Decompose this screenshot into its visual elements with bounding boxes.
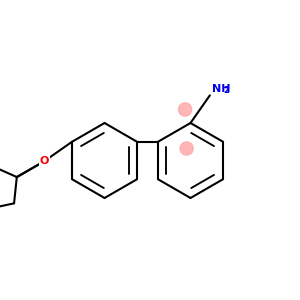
Text: NH: NH [212,84,231,94]
Circle shape [180,142,193,155]
Circle shape [178,103,192,116]
Text: 2: 2 [224,86,230,95]
Text: O: O [40,156,49,166]
